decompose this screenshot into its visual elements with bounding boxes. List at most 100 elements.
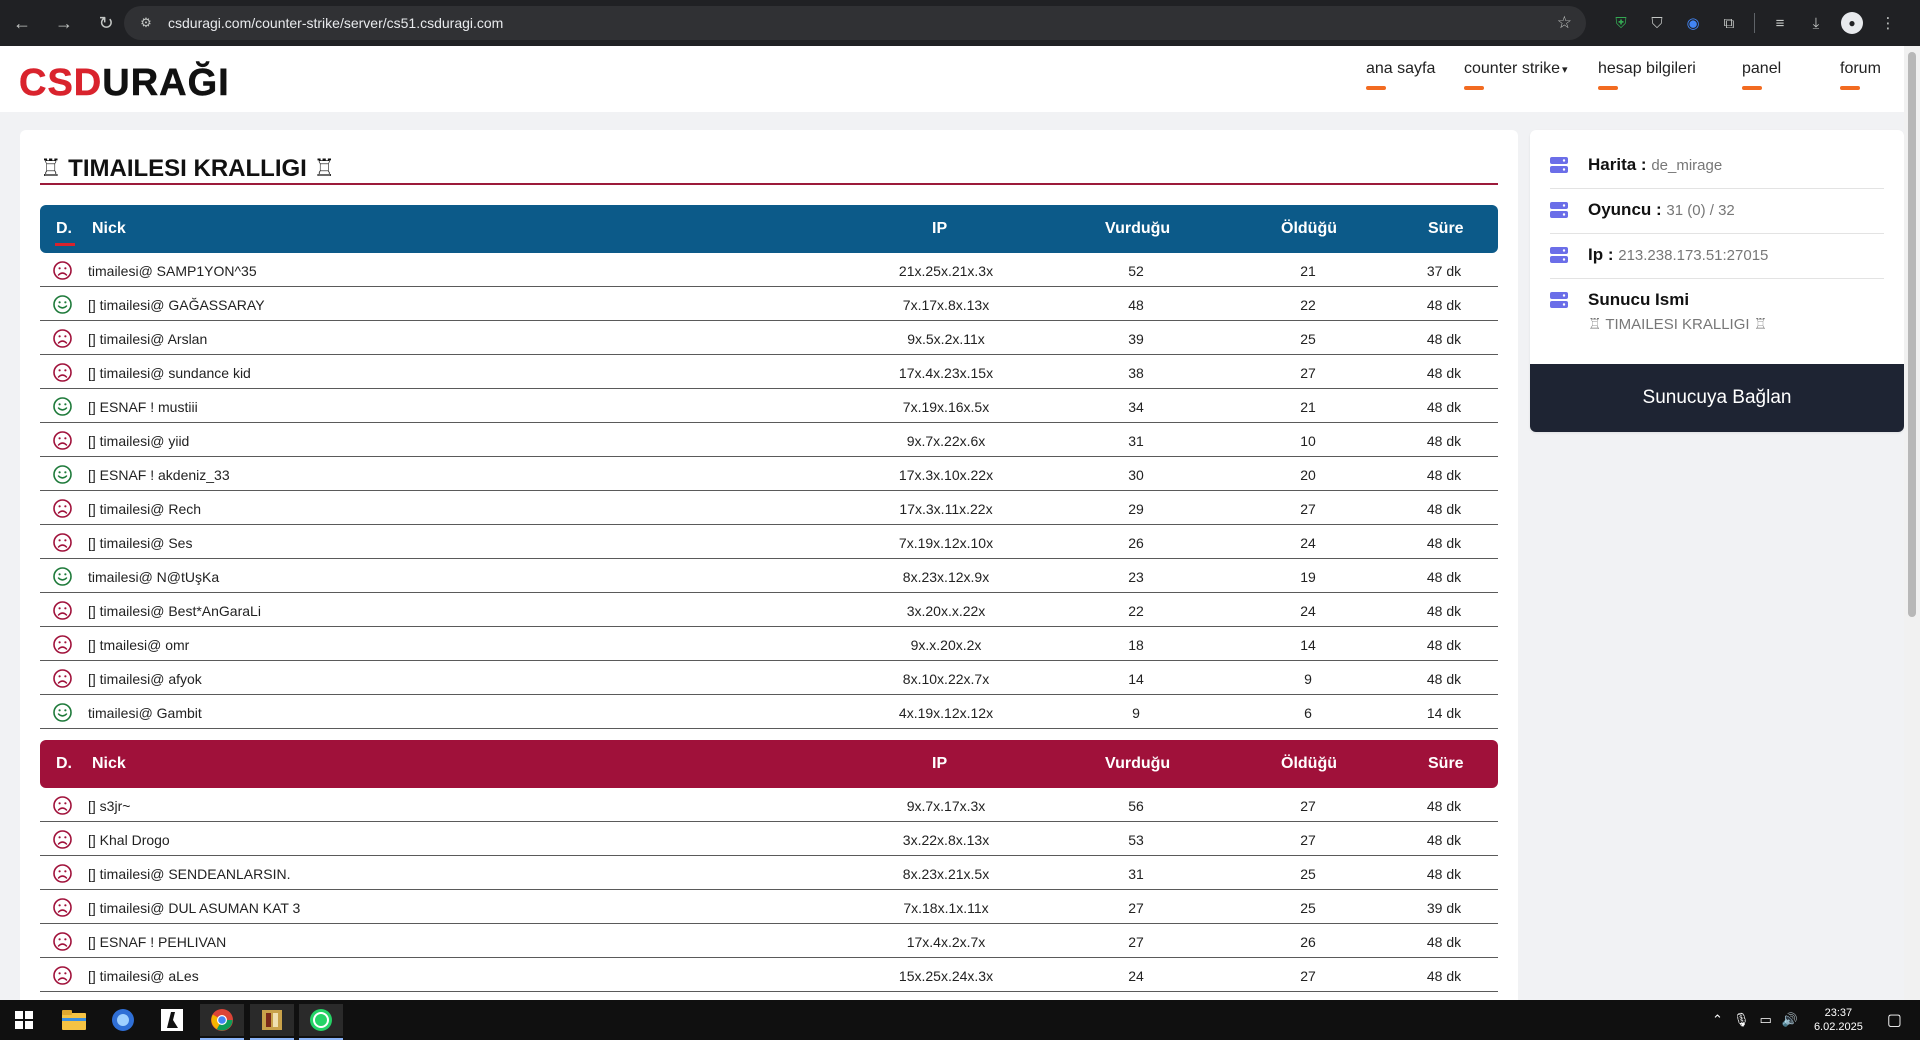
player-ip: 17x.3x.10x.22x [898,467,994,483]
connect-server-button[interactable]: Sunucuya Bağlan [1530,364,1904,432]
table-row[interactable]: [] timailesi@ SENDEANLARSIN. 8x.23x.21x.5… [40,856,1498,890]
player-hits: 39 [1128,331,1144,347]
shield-extension-icon[interactable]: ⛨ [1615,14,1627,32]
player-nick: [] timailesi@ DUL ASUMAN KAT 3 [88,900,301,916]
table-row[interactable]: [] timailesi@ Ses 7x.19x.12x.10x 26 24 48 dk [40,525,1498,559]
url-text[interactable]: csduragi.com/counter-strike/server/cs51.… [168,15,504,31]
table-row[interactable]: [] timailesi@ GAĞASSARAY 7x.17x.8x.13x 48 2… [40,287,1498,321]
windows-start-icon[interactable] [2,1004,46,1036]
whatsapp-icon[interactable] [299,1004,343,1040]
table-row[interactable]: timailesi@ SAMP1YON^35 21x.25x.21x.3x 52 21… [40,253,1498,287]
nav-item-panel[interactable]: panel [1742,60,1781,90]
address-bar[interactable]: ⚙ csduragi.com/counter-strike/server/cs5… [124,6,1586,40]
logo-text-d: D [73,62,103,104]
table-row[interactable]: timailesi@ Gambit 4x.19x.12x.12x 9 6 14 dk [40,695,1498,729]
table-row[interactable]: [] s3jr~ 9x.7x.17x.3x 56 27 48 dk [40,788,1498,822]
notifications-icon[interactable]: ▢ [1886,1012,1902,1029]
table-row[interactable]: [] timailesi@ Arslan 9x.5x.2x.11x 39 25 48 d… [40,321,1498,355]
reload-icon[interactable]: ↻ [98,12,114,33]
chrome-icon[interactable] [200,1004,244,1040]
table-row[interactable]: [] timailesi@ Rech 17x.3x.11x.22x 29 27 48 d… [40,491,1498,525]
nav-item-counter-strike[interactable]: counter strike ▾ [1464,60,1568,90]
scrollbar-thumb[interactable] [1908,52,1916,617]
game-app-icon[interactable] [250,1004,294,1040]
page-title: ♖ TIMAILESI KRALLIGI ♖ [40,155,336,182]
table-row[interactable]: [] timailesi@ yiid 9x.7x.22x.6x 31 10 48 dk [40,423,1498,457]
wave-extension-icon[interactable]: ◉ [1686,15,1700,32]
player-deaths: 27 [1300,365,1316,381]
nav-item-forum[interactable]: forum [1840,60,1881,90]
nav-item-home[interactable]: ana sayfa [1366,60,1435,90]
team-ct-table-header: D. Nick IP Vurduğu Öldüğü Süre [40,740,1498,788]
team-t-table-body: timailesi@ SAMP1YON^35 21x.25x.21x.3x 52 21… [40,253,1498,729]
col-header-hits[interactable]: Vurduğu [1105,755,1171,772]
menu-kebab-icon[interactable]: ⋮ [1880,15,1896,32]
table-row[interactable]: [] timailesi@ aLes 15x.25x.24x.3x 24 27 48 d… [40,958,1498,992]
counter-strike-icon[interactable] [150,1004,194,1036]
col-header-hits[interactable]: Vurduğu [1105,220,1171,237]
server-icon [1550,157,1568,173]
table-row[interactable]: timailesi@ N@tUşKa 8x.23x.12x.9x 23 19 48 dk [40,559,1498,593]
player-ip: 7x.19x.12x.10x [898,535,994,551]
bookmark-star-icon[interactable]: ☆ [1556,13,1572,32]
col-header-ip[interactable]: IP [932,220,948,237]
table-row[interactable]: [] tmailesi@ omr 9x.x.20x.2x 18 14 48 dk [40,627,1498,661]
nav-item-account[interactable]: hesap bilgileri [1598,60,1696,90]
col-header-time[interactable]: Süre [1428,220,1464,237]
file-explorer-icon[interactable] [52,1004,96,1036]
server-icon [1550,202,1568,218]
table-row[interactable]: [] ESNAF ! akdeniz_33 17x.3x.10x.22x 30 20 4… [40,457,1498,491]
player-ip: 7x.17x.8x.13x [902,297,990,313]
nav-underline [1598,86,1618,90]
player-deaths: 25 [1300,331,1316,347]
player-ip: 17x.4x.2x.7x [906,934,986,950]
ip-value[interactable]: 213.238.173.51:27015 [1618,247,1769,264]
site-logo[interactable]: CS D URAĞI [19,62,230,104]
table-row[interactable]: [] timailesi@ DUL ASUMAN KAT 3 7x.18x.1x.… [40,890,1498,924]
table-row[interactable]: [] ESNAF ! mustiii 7x.19x.16x.5x 34 21 48 dk [40,389,1498,423]
player-ip: 3x.20x.x.22x [906,603,986,619]
media-control-icon[interactable]: ≡ [1775,14,1785,32]
profile-avatar-icon[interactable]: ● [1841,12,1863,34]
puzzle-extensions-icon[interactable]: ⧉ [1723,14,1735,32]
player-hits: 9 [1132,705,1140,721]
player-time: 48 dk [1426,569,1462,585]
col-header-deaths[interactable]: Öldüğü [1281,755,1337,772]
table-row[interactable]: [] timailesi@ sundance kid 17x.4x.23x.15x… [40,355,1498,389]
col-header-time[interactable]: Süre [1428,755,1464,772]
table-row[interactable]: [] timailesi@ afyok 8x.10x.22x.7x 14 9 48 dk [40,661,1498,695]
privacy-badger-icon[interactable]: ⛉ [1651,14,1663,32]
back-icon[interactable]: ← [13,12,31,33]
taskbar-clock[interactable]: 23:37 6.02.2025 [1814,1006,1863,1034]
col-header-ip[interactable]: IP [932,755,948,772]
table-row[interactable]: [] timailesi@ Best*AnGaraLi 3x.20x.x.22x 2… [40,593,1498,627]
player-hits: 29 [1128,501,1144,517]
player-time: 48 dk [1426,603,1462,619]
col-header-nick[interactable]: Nick [92,755,126,772]
site-info-icon[interactable]: ⚙ [140,15,152,30]
player-hits: 27 [1128,934,1144,950]
server-info-card: Harita : de_mirage Oyuncu : 31 (0) / 32 … [1530,130,1904,432]
table-row[interactable]: [] ESNAF ! PEHLIVAN 17x.4x.2x.7x 27 26 48 dk [40,924,1498,958]
forward-icon[interactable]: → [55,12,73,33]
col-header-deaths[interactable]: Öldüğü [1281,220,1337,237]
col-header-nick[interactable]: Nick [92,220,126,237]
team-t-table-header: D. Nick IP Vurduğu Öldüğü Süre [40,205,1498,253]
col-header-d[interactable]: D. [56,220,72,237]
volume-icon[interactable]: 🔊 [1781,1012,1798,1027]
nav-label: forum [1840,60,1881,77]
col-header-d[interactable]: D. [56,755,72,772]
page-scrollbar[interactable] [1904,46,1920,1000]
player-hits: 31 [1128,866,1144,882]
network-icon[interactable]: ▭ [1759,1012,1772,1027]
player-hits: 24 [1128,968,1144,984]
player-hits: 30 [1128,467,1144,483]
download-icon[interactable]: ⤓ [1812,14,1820,32]
chevron-up-icon[interactable]: ⌃ [1712,1012,1723,1027]
microphone-icon[interactable]: 🎙 [1732,1012,1750,1027]
player-time: 48 dk [1426,535,1462,551]
table-row[interactable]: [] Khal Drogo 3x.22x.8x.13x 53 27 48 dk [40,822,1498,856]
app-globe-icon[interactable] [101,1004,145,1036]
server-players-card: ♖ TIMAILESI KRALLIGI ♖ D. Nick IP Vurduğ… [20,130,1518,1010]
player-nick: [] s3jr~ [88,798,131,814]
